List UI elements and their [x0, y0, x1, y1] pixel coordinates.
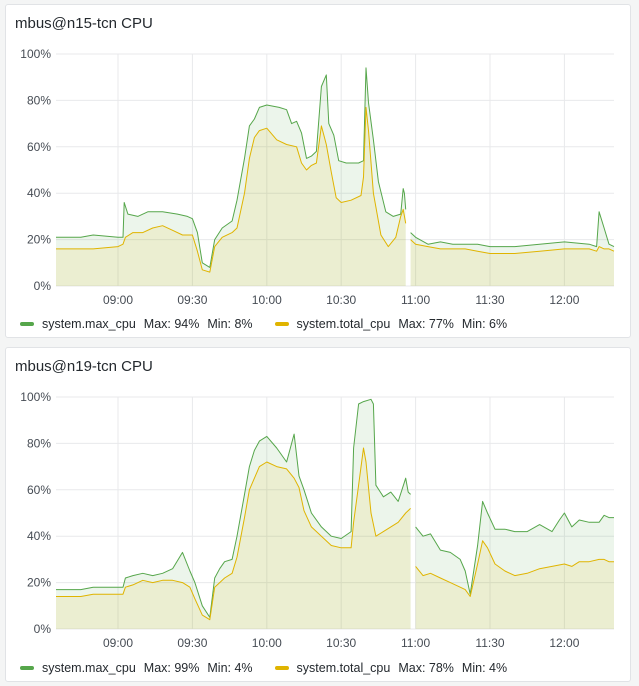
legend-max-value: Max: 77%: [398, 317, 454, 331]
series-line-system-max_cpu[interactable]: [56, 67, 407, 268]
legend-series-name[interactable]: system.max_cpu: [42, 661, 136, 675]
series-line-system-total_cpu[interactable]: [56, 106, 407, 273]
x-tick-label: 10:00: [252, 636, 282, 650]
x-tick-label: 10:30: [326, 293, 356, 307]
cpu-panel-n19: mbus@n19-tcn CPU 0% 20% 40% 60% 80% 100% 09:00…: [5, 347, 631, 682]
y-tick-label: 60%: [27, 483, 51, 497]
y-tick-label: 40%: [27, 529, 51, 543]
series-line-system-total_cpu[interactable]: [415, 540, 614, 597]
legend-min-value: Min: 4%: [461, 661, 508, 675]
x-tick-label: 12:00: [549, 636, 579, 650]
series-area-system-max_cpu: [415, 501, 614, 629]
legend-max-value: Max: 94%: [143, 317, 200, 331]
x-tick-label: 10:00: [252, 293, 282, 307]
y-tick-label: 0%: [34, 622, 52, 636]
chart-legend: system.max_cpu Max: 99% Min: 4% system.t…: [20, 661, 529, 675]
series-line-system-max_cpu[interactable]: [410, 211, 615, 248]
series-color-swatch: [274, 322, 289, 326]
series-line-system-max_cpu[interactable]: [415, 500, 614, 595]
legend-item-max-cpu[interactable]: system.max_cpu Max: 94% Min: 8%: [20, 317, 261, 331]
y-tick-label: 100%: [20, 390, 51, 404]
legend-min-value: Min: 4%: [207, 661, 253, 675]
legend-max-value: Max: 78%: [398, 661, 454, 675]
x-tick-label: 11:00: [401, 293, 430, 307]
series-area-system-total_cpu: [56, 448, 411, 629]
y-tick-label: 60%: [27, 140, 51, 154]
legend-item-total-cpu[interactable]: system.total_cpu Max: 77% Min: 6%: [274, 317, 516, 331]
y-tick-label: 0%: [34, 279, 52, 293]
y-tick-label: 20%: [27, 233, 51, 247]
series-line-system-total_cpu[interactable]: [410, 239, 615, 254]
x-tick-label: 12:00: [549, 293, 579, 307]
x-tick-label: 11:30: [475, 636, 504, 650]
x-tick-label: 10:30: [326, 636, 356, 650]
y-tick-label: 20%: [27, 576, 51, 590]
series-area-system-max_cpu: [56, 67, 406, 287]
series-area-system-max_cpu: [56, 399, 411, 629]
panel-title[interactable]: mbus@n15-tcn CPU: [15, 15, 153, 32]
series-color-swatch: [274, 666, 289, 670]
x-tick-label: 09:00: [103, 636, 133, 650]
legend-min-value: Min: 8%: [207, 317, 253, 331]
legend-series-name[interactable]: system.max_cpu: [42, 317, 136, 331]
cpu-chart-n15[interactable]: 0% 20% 40% 60% 80% 100% 09:00 09:30 10:00 10:30 11…: [6, 5, 632, 339]
series-area-system-total_cpu: [410, 239, 614, 286]
series-area-system-max_cpu: [410, 211, 614, 286]
y-tick-label: 80%: [27, 93, 51, 107]
legend-series-name[interactable]: system.total_cpu: [296, 317, 391, 331]
cpu-panel-n15: mbus@n15-tcn CPU 0% 20% 40% 60% 80% 100% 09:00…: [5, 4, 631, 338]
legend-min-value: Min: 6%: [461, 317, 508, 331]
x-tick-label: 09:00: [103, 293, 133, 307]
legend-series-name[interactable]: system.total_cpu: [296, 661, 391, 675]
cpu-chart-n19[interactable]: 0% 20% 40% 60% 80% 100% 09:00 09:30 10:00 10:30 11…: [6, 348, 632, 683]
x-tick-label: 11:00: [401, 636, 430, 650]
y-tick-label: 40%: [27, 186, 51, 200]
series-line-system-max_cpu[interactable]: [56, 398, 411, 618]
x-tick-label: 09:30: [177, 293, 207, 307]
x-tick-label: 11:30: [475, 293, 504, 307]
y-tick-label: 80%: [27, 436, 51, 450]
y-tick-label: 100%: [20, 47, 51, 61]
panel-title[interactable]: mbus@n19-tcn CPU: [15, 358, 153, 375]
series-area-system-total_cpu: [415, 540, 614, 629]
legend-item-total-cpu[interactable]: system.total_cpu Max: 78% Min: 4%: [274, 661, 516, 675]
series-color-swatch: [20, 666, 34, 670]
series-color-swatch: [20, 322, 34, 326]
chart-legend: system.max_cpu Max: 94% Min: 8% system.t…: [20, 317, 529, 331]
legend-max-value: Max: 99%: [143, 661, 200, 675]
x-tick-label: 09:30: [177, 636, 207, 650]
legend-item-max-cpu[interactable]: system.max_cpu Max: 99% Min: 4%: [20, 661, 261, 675]
series-line-system-total_cpu[interactable]: [56, 447, 411, 621]
